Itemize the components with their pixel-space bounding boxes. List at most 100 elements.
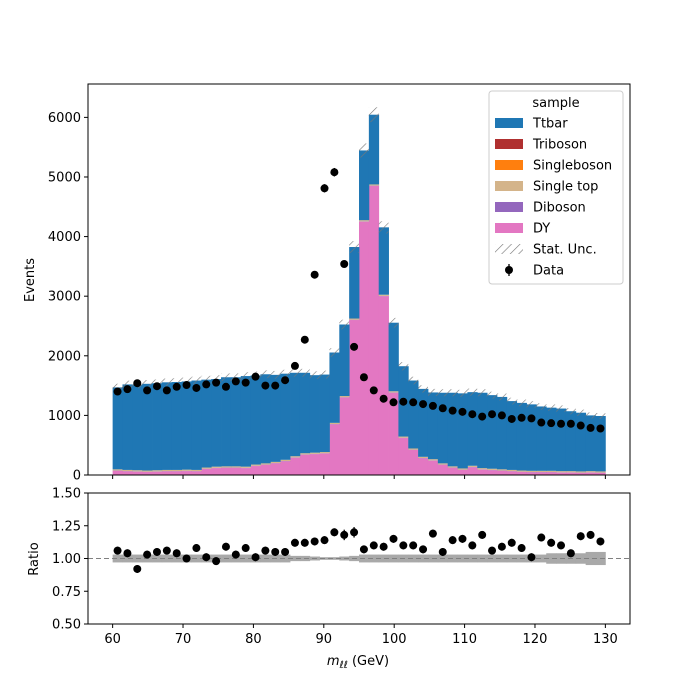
bar-ttbar-40 xyxy=(506,401,518,470)
bar-single-top-18 xyxy=(290,456,301,458)
bar-ttbar-15 xyxy=(260,374,271,464)
x-tick-label-5: 110 xyxy=(452,632,477,647)
data-point-4 xyxy=(152,382,161,391)
bar-dy-44 xyxy=(546,472,557,475)
stat-unc-30 xyxy=(408,376,419,385)
stat-unc-23 xyxy=(339,319,350,330)
bar-ttbar-11 xyxy=(221,377,232,467)
legend-label-single-top: Single top xyxy=(533,180,598,195)
data-point-32 xyxy=(428,401,437,410)
data-point-45 xyxy=(557,419,566,428)
ratio-point-21 xyxy=(320,536,329,545)
ratio-point-38 xyxy=(488,546,497,555)
stacked-histogram xyxy=(112,114,606,476)
bar-ttbar-18 xyxy=(290,372,301,457)
bar-single-top-38 xyxy=(487,468,498,470)
bar-dy-29 xyxy=(398,438,409,475)
bar-single-top-3 xyxy=(142,470,153,472)
ratio-point-20 xyxy=(310,537,319,546)
bar-ttbar-3 xyxy=(142,383,153,471)
data-point-39 xyxy=(497,411,506,420)
bar-single-top-22 xyxy=(329,422,340,425)
ratio-band-35 xyxy=(457,554,468,563)
data-point-1 xyxy=(123,385,132,394)
bar-single-top-11 xyxy=(221,466,232,468)
ratio-points xyxy=(113,527,605,573)
bar-single-top-19 xyxy=(299,453,311,455)
ratio-band-26 xyxy=(368,554,380,563)
bar-dy-6 xyxy=(171,471,183,475)
bar-single-top-27 xyxy=(378,294,389,296)
y-tick-label-1: 1000 xyxy=(48,409,81,424)
bar-ttbar-14 xyxy=(250,375,261,465)
ratio-point-9 xyxy=(202,553,211,562)
ratio-point-41 xyxy=(517,544,526,553)
data-point-3 xyxy=(143,386,152,395)
x-tick-label-3: 90 xyxy=(316,632,333,647)
stat-unc-15 xyxy=(260,370,271,379)
ratio-point-44 xyxy=(547,538,556,547)
ratio-point-32 xyxy=(428,529,437,538)
bar-single-top-35 xyxy=(457,468,468,470)
legend-label-stat-unc: Stat. Unc. xyxy=(533,243,597,258)
bar-ttbar-17 xyxy=(280,373,291,460)
ratio-y-tick-label-0: 0.50 xyxy=(52,618,81,633)
legend-title: sample xyxy=(532,96,579,111)
ratio-point-10 xyxy=(212,557,221,566)
ratio-point-16 xyxy=(271,547,280,556)
ratio-point-43 xyxy=(537,533,546,542)
bar-single-top-33 xyxy=(437,463,449,465)
bar-dy-38 xyxy=(487,470,498,475)
data-point-14 xyxy=(251,372,260,381)
bar-dy-27 xyxy=(378,296,389,475)
bar-ttbar-38 xyxy=(487,395,498,469)
data-point-13 xyxy=(241,378,250,387)
bar-ttbar-27 xyxy=(378,227,389,295)
bar-dy-0 xyxy=(112,470,123,475)
bar-single-top-30 xyxy=(408,448,419,450)
ratio-point-11 xyxy=(221,542,230,551)
data-point-37 xyxy=(478,412,487,421)
legend-entries: Ttbar Triboson Singleboson Single top Diboso… xyxy=(495,117,612,279)
main-y-axis: 0 1000 2000 3000 4000 5000 6000 xyxy=(48,111,88,484)
bar-dy-40 xyxy=(506,471,518,475)
stat-unc-49 xyxy=(595,412,606,419)
bar-single-top-47 xyxy=(575,471,587,473)
bar-single-top-2 xyxy=(132,470,143,472)
ratio-point-40 xyxy=(507,538,516,547)
y-tick-label-4: 4000 xyxy=(48,230,81,245)
legend-swatch-triboson xyxy=(495,139,523,149)
ratio-y-axis: 0.50 0.75 1.00 1.25 1.50 xyxy=(52,487,88,633)
stat-unc-13 xyxy=(240,372,251,380)
bar-dy-19 xyxy=(299,454,311,475)
stat-unc-47 xyxy=(575,409,586,416)
bar-dy-7 xyxy=(181,471,192,475)
bar-dy-43 xyxy=(536,472,547,475)
bar-dy-3 xyxy=(142,472,153,475)
ratio-point-33 xyxy=(438,547,447,556)
stat-unc-5 xyxy=(161,378,172,387)
bar-ttbar-39 xyxy=(496,396,508,470)
data-point-11 xyxy=(221,382,230,391)
stat-unc-38 xyxy=(487,391,497,399)
stat-unc-19 xyxy=(299,368,310,377)
bar-ttbar-36 xyxy=(467,392,478,466)
data-point-33 xyxy=(438,404,447,413)
bar-ttbar-4 xyxy=(152,383,163,471)
bar-ttbar-35 xyxy=(457,393,468,469)
bar-single-top-1 xyxy=(122,469,133,472)
data-point-36 xyxy=(468,410,477,419)
ratio-y-tick-label-3: 1.25 xyxy=(52,519,81,534)
bar-ttbar-21 xyxy=(319,374,330,453)
legend-swatch-ttbar xyxy=(495,118,523,128)
data-point-12 xyxy=(231,377,240,386)
data-point-15 xyxy=(261,381,270,390)
stat-unc-25 xyxy=(359,143,369,158)
data-point-17 xyxy=(281,376,290,385)
bar-dy-49 xyxy=(595,472,606,475)
bar-single-top-8 xyxy=(191,469,202,472)
legend-label-data: Data xyxy=(533,264,564,279)
bar-single-top-15 xyxy=(260,463,271,465)
bar-single-top-41 xyxy=(516,470,527,472)
stat-unc-31 xyxy=(418,385,428,393)
